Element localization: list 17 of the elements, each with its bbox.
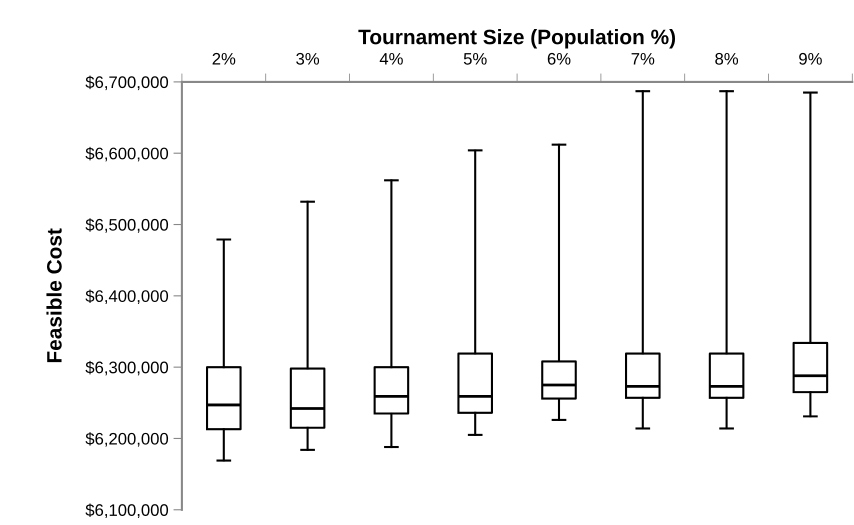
x-axis-title: Tournament Size (Population %) <box>358 29 676 48</box>
y-tick-label: $6,400,000 <box>85 290 168 304</box>
y-tick-label: $6,300,000 <box>85 360 168 376</box>
y-axis-title: Feasible Cost <box>46 228 62 362</box>
x-tick-label: 4% <box>380 52 403 65</box>
x-tick-label: 2% <box>212 52 236 65</box>
y-tick-label: $6,600,000 <box>85 146 168 162</box>
y-tick-label: $6,200,000 <box>85 432 168 447</box>
x-tick-label: 5% <box>464 52 487 65</box>
x-tick-label: 6% <box>548 52 570 65</box>
y-tick-label: $6,700,000 <box>85 76 168 90</box>
x-tick-label: 7% <box>632 52 654 65</box>
x-tick-label: 3% <box>296 52 320 65</box>
x-tick-label: 9% <box>799 52 822 65</box>
y-tick-label: $6,100,000 <box>85 503 168 518</box>
y-tick-label: $6,500,000 <box>85 218 168 233</box>
x-tick-label: 8% <box>715 52 738 65</box>
